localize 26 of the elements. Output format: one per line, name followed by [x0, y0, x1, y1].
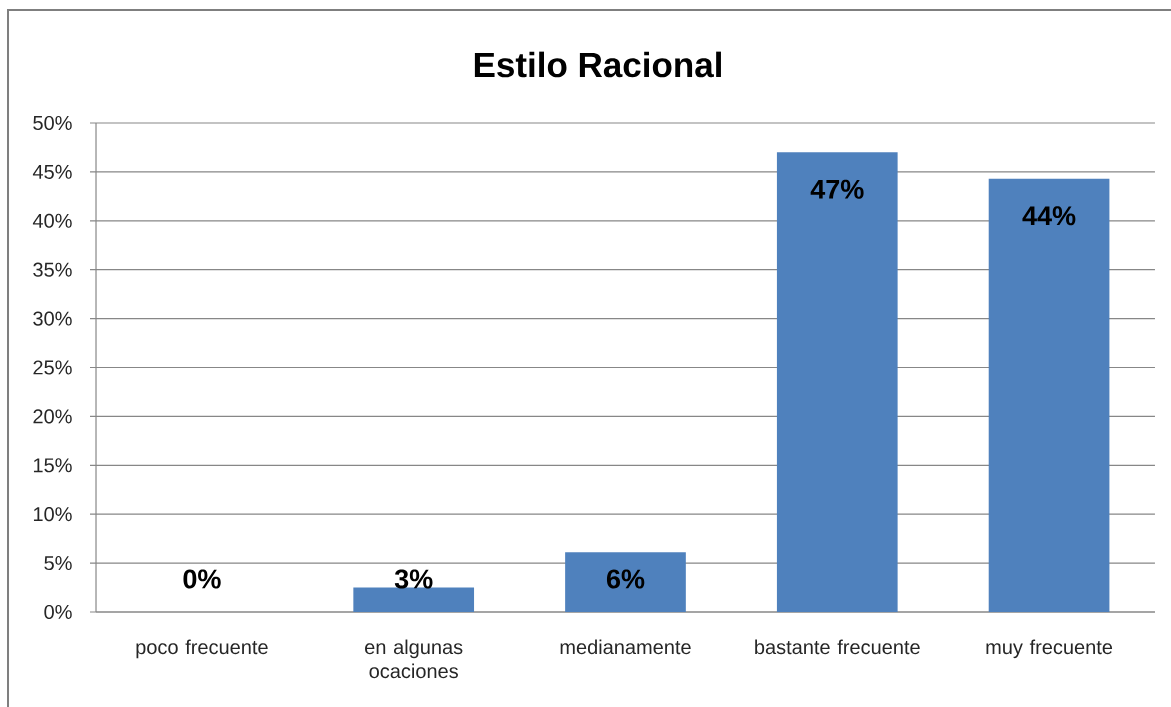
chart-title: Estilo Racional — [474, 51, 721, 78]
y-tick-label: 45% — [32, 164, 72, 179]
data-label: 47% — [810, 179, 864, 199]
bar — [988, 178, 1110, 612]
y-tick-label: 40% — [32, 213, 72, 228]
y-tick-label: 10% — [33, 507, 72, 522]
x-tick-label: muy frecuente — [986, 639, 1113, 659]
bar — [353, 587, 475, 612]
bar — [565, 552, 686, 612]
x-tick-label: bastante frecuente — [755, 639, 920, 655]
bar — [776, 152, 898, 612]
data-label: 0% — [183, 569, 221, 589]
x-tick-label: medianamente — [560, 639, 691, 655]
data-label: 6% — [606, 569, 645, 589]
y-tick-label: 25% — [33, 360, 72, 375]
y-tick-label: 20% — [33, 409, 72, 424]
y-tick-label: 35% — [33, 262, 72, 277]
y-tick-label: 15% — [33, 458, 72, 473]
y-tick-label: 50% — [33, 115, 72, 131]
y-tick-label: 0% — [44, 604, 72, 620]
y-tick-label: 5% — [44, 556, 72, 571]
x-tick-label: poco frecuente — [136, 639, 268, 659]
data-label: 44% — [1022, 206, 1076, 226]
x-tick-label: en algunas ocaciones — [365, 639, 463, 679]
data-label: 3% — [394, 569, 433, 589]
y-tick-label: 30% — [33, 311, 72, 326]
